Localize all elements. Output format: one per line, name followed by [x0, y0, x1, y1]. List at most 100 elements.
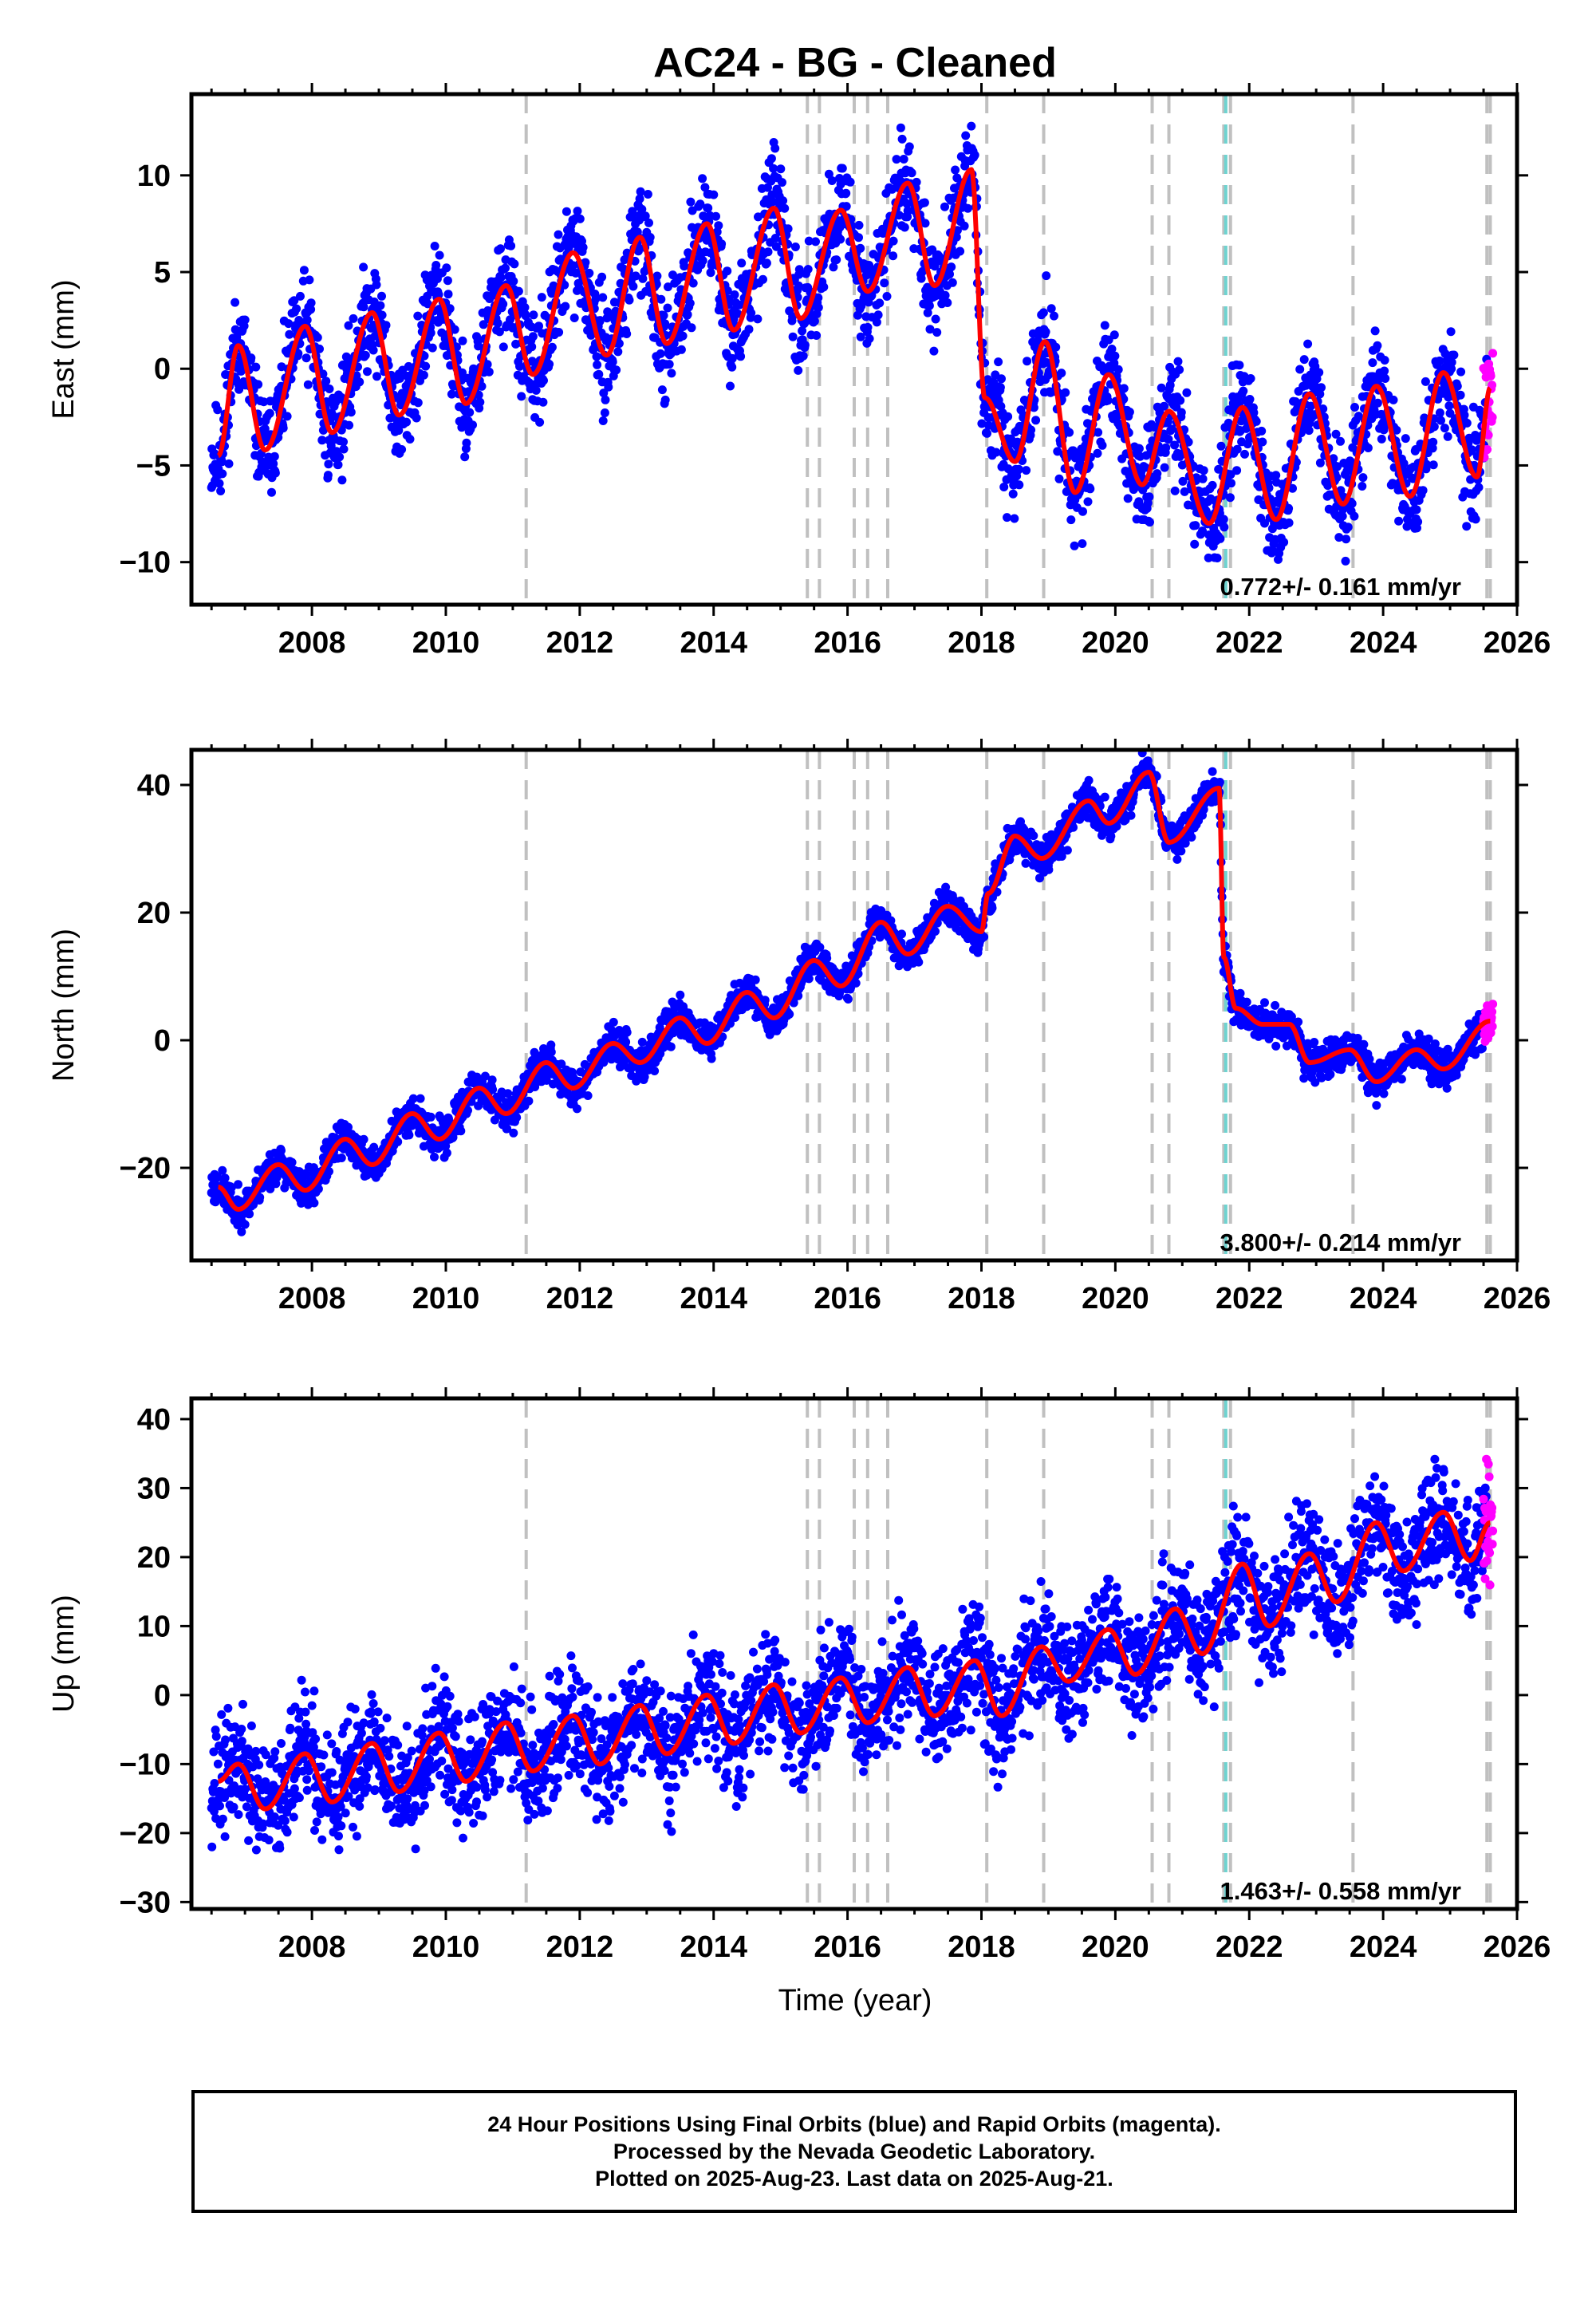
data-point	[1471, 515, 1480, 524]
data-point	[632, 227, 642, 237]
data-point	[528, 332, 538, 341]
data-point	[496, 244, 505, 254]
data-point	[458, 336, 467, 345]
data-point	[1429, 437, 1438, 447]
data-point	[384, 400, 393, 410]
data-point	[483, 360, 492, 369]
data-point	[1251, 416, 1261, 426]
data-point	[445, 304, 455, 314]
data-point	[231, 298, 240, 307]
data-point	[337, 1154, 346, 1162]
data-point	[945, 270, 954, 279]
data-point	[663, 303, 672, 313]
data-point	[803, 265, 813, 274]
data-point	[302, 315, 312, 325]
data-point	[1412, 505, 1421, 515]
data-point	[1134, 497, 1144, 507]
data-point	[683, 310, 692, 319]
data-point	[1161, 443, 1171, 452]
data-point	[1008, 489, 1018, 499]
data-point	[240, 1220, 250, 1229]
data-point	[1010, 514, 1019, 523]
data-point	[318, 369, 328, 379]
data-point	[1214, 464, 1224, 474]
data-point	[889, 236, 898, 246]
data-point	[1070, 541, 1079, 550]
data-point	[1429, 460, 1438, 470]
data-point	[220, 1173, 230, 1183]
data-point	[477, 381, 487, 391]
x-tick-label: 2018	[948, 626, 1015, 660]
data-point	[987, 903, 997, 913]
data-point	[771, 242, 781, 251]
data-point	[299, 266, 309, 275]
data-point	[270, 452, 279, 461]
data-point	[325, 385, 334, 393]
data-point	[501, 263, 510, 273]
data-point	[948, 278, 957, 287]
data-point	[856, 243, 865, 253]
data-point	[1429, 422, 1439, 432]
rapid-point	[1488, 349, 1498, 358]
data-point	[1443, 432, 1452, 441]
data-point	[592, 352, 601, 361]
data-point	[880, 278, 889, 288]
data-point	[479, 320, 488, 329]
data-point	[1042, 271, 1051, 281]
data-point	[1456, 390, 1465, 400]
data-point	[1176, 396, 1185, 405]
data-point	[700, 183, 710, 192]
data-point	[344, 321, 353, 330]
data-point	[1257, 426, 1267, 436]
data-point	[575, 214, 585, 223]
data-point	[1444, 401, 1454, 411]
data-point	[686, 197, 696, 207]
y-tick-label: −10	[120, 546, 171, 580]
data-point	[218, 1165, 227, 1175]
panels-group: 2008 2010 2012 2014 2016 2018 2020 2022 2024 2026…	[47, 83, 1551, 1964]
data-point	[788, 312, 798, 321]
data-point	[1299, 355, 1309, 365]
data-point	[1343, 523, 1353, 532]
data-point	[1145, 518, 1154, 527]
data-point	[1057, 369, 1066, 378]
data-point	[284, 319, 294, 329]
data-point	[345, 420, 354, 430]
data-point	[970, 150, 979, 160]
y-tick-label: 10	[137, 160, 171, 193]
data-point	[952, 232, 961, 242]
chart-title: AC24 - BG - Cleaned	[653, 40, 1057, 86]
data-point	[240, 315, 250, 325]
data-point	[904, 142, 914, 152]
data-point	[783, 224, 793, 234]
data-point	[778, 196, 788, 206]
data-point	[907, 168, 916, 178]
data-point	[1418, 486, 1428, 495]
data-point	[234, 385, 244, 394]
data-point	[785, 1009, 794, 1019]
data-point	[412, 413, 421, 423]
data-point	[469, 364, 479, 373]
data-point	[1232, 466, 1242, 475]
data-point	[267, 487, 276, 497]
data-point	[621, 1037, 631, 1047]
data-point	[493, 318, 502, 328]
data-point	[698, 174, 707, 183]
data-point	[499, 299, 508, 309]
data-point	[468, 420, 477, 430]
data-point	[896, 123, 905, 132]
data-point	[1317, 383, 1326, 392]
data-point	[1350, 403, 1359, 412]
data-point	[747, 308, 756, 317]
data-point	[303, 380, 313, 389]
data-point	[545, 360, 554, 369]
data-point	[306, 298, 316, 308]
data-point	[688, 278, 698, 288]
data-point	[829, 262, 838, 272]
data-point	[717, 239, 727, 249]
data-point	[983, 428, 991, 438]
data-point	[1053, 447, 1062, 456]
data-point	[1160, 463, 1169, 472]
series-final-orbits-east	[207, 121, 1492, 566]
data-point	[1303, 339, 1313, 349]
